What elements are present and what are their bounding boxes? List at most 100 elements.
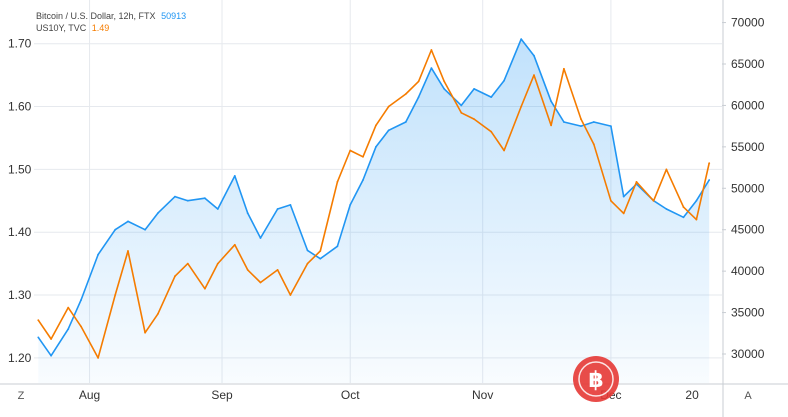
data-point-us10y	[708, 162, 711, 165]
data-point-btc	[490, 96, 493, 98]
data-point-btc	[50, 354, 52, 357]
y-left-tick-label: 1.60	[8, 100, 32, 114]
data-point-us10y	[233, 243, 236, 246]
data-point-btc	[473, 88, 475, 90]
right-scale-button[interactable]: A	[744, 390, 752, 402]
data-point-us10y	[503, 149, 505, 152]
data-point-btc	[362, 179, 364, 181]
data-point-btc	[375, 146, 377, 148]
legend-us10y[interactable]: US10Y, TVC 1.49	[36, 22, 186, 34]
data-point-us10y	[460, 111, 463, 114]
data-point-btc	[37, 336, 40, 339]
series-area-btc	[38, 39, 710, 383]
data-point-us10y	[362, 155, 364, 158]
data-point-us10y	[144, 331, 147, 334]
y-left-tick-label: 1.30	[8, 288, 32, 302]
data-point-us10y	[114, 294, 117, 296]
data-point-us10y	[186, 262, 189, 265]
data-point-us10y	[67, 306, 70, 309]
data-point-btc	[404, 121, 407, 123]
data-point-us10y	[580, 118, 582, 120]
data-point-us10y	[652, 199, 655, 202]
data-point-btc	[97, 253, 99, 256]
y-right-tick-label: 70000	[731, 16, 765, 30]
axis-controls: Z A	[18, 390, 753, 402]
data-point-us10y	[387, 105, 390, 108]
x-tick-label: Nov	[472, 388, 493, 402]
data-point-us10y	[417, 80, 420, 83]
data-point-btc	[233, 175, 236, 177]
data-point-us10y	[622, 212, 625, 215]
data-point-btc	[80, 299, 82, 301]
legend-btc[interactable]: Bitcoin / U.S. Dollar, 12h, FTX 50913	[36, 10, 186, 22]
data-point-us10y	[592, 143, 595, 146]
data-point-us10y	[174, 275, 176, 278]
data-point-btc	[276, 208, 279, 210]
y-left-tick-label: 1.40	[8, 225, 32, 239]
y-right-tick-label: 45000	[731, 223, 765, 237]
data-point-btc	[460, 104, 463, 107]
legend-btc-label: Bitcoin / U.S. Dollar, 12h, FTX	[36, 11, 156, 21]
data-point-us10y	[375, 124, 377, 127]
x-tick-label: 20	[685, 388, 699, 402]
svg-text:฿: ฿	[588, 368, 603, 393]
data-point-btc	[550, 100, 552, 103]
data-point-btc	[563, 121, 565, 123]
data-point-us10y	[682, 206, 685, 209]
data-point-btc	[144, 228, 147, 231]
data-point-btc	[520, 38, 523, 40]
data-point-us10y	[276, 269, 279, 271]
data-point-btc	[186, 199, 189, 202]
data-point-btc	[665, 208, 668, 210]
data-point-us10y	[550, 124, 552, 127]
data-point-us10y	[216, 262, 219, 265]
x-tick-label: Oct	[341, 388, 360, 402]
legend-btc-value: 50913	[161, 11, 187, 21]
tick-labels: AugSepOctNovDec201.201.301.401.501.601.7…	[8, 16, 765, 402]
y-right-tick-label: 30000	[731, 347, 765, 361]
data-point-us10y	[473, 118, 475, 120]
data-point-btc	[174, 195, 176, 198]
series-layer	[37, 38, 711, 383]
data-point-us10y	[259, 281, 262, 284]
data-point-btc	[349, 204, 352, 206]
data-point-btc	[682, 216, 685, 219]
data-point-btc	[67, 328, 70, 330]
data-point-us10y	[490, 130, 493, 133]
data-point-us10y	[127, 250, 129, 252]
data-point-us10y	[430, 49, 433, 51]
data-point-us10y	[50, 338, 52, 340]
data-point-btc	[695, 199, 698, 202]
bitcoin-logo-icon: ฿	[573, 356, 619, 402]
data-point-us10y	[319, 250, 322, 252]
legend-us10y-label: US10Y, TVC	[36, 23, 87, 33]
y-right-tick-label: 35000	[731, 306, 765, 320]
y-right-tick-label: 60000	[731, 98, 765, 112]
data-point-btc	[216, 208, 219, 210]
data-point-btc	[430, 67, 433, 69]
data-point-us10y	[533, 74, 535, 76]
data-point-us10y	[204, 287, 206, 290]
y-right-tick-label: 55000	[731, 140, 765, 154]
data-point-btc	[127, 220, 129, 223]
y-left-tick-label: 1.70	[8, 37, 32, 51]
left-scale-button[interactable]: Z	[18, 390, 25, 402]
x-tick-label: Sep	[211, 388, 233, 402]
data-point-us10y	[246, 269, 249, 271]
data-point-btc	[533, 54, 535, 57]
data-point-us10y	[404, 93, 407, 95]
data-point-us10y	[520, 105, 523, 108]
data-point-btc	[204, 197, 206, 200]
data-point-btc	[622, 195, 625, 198]
data-point-us10y	[157, 313, 159, 315]
data-point-us10y	[37, 319, 40, 322]
x-tick-label: Aug	[79, 388, 100, 402]
data-point-btc	[114, 228, 117, 231]
y-right-tick-label: 40000	[731, 264, 765, 278]
data-point-btc	[443, 88, 446, 90]
data-point-us10y	[80, 325, 82, 328]
data-point-btc	[580, 125, 582, 127]
data-point-us10y	[336, 181, 339, 183]
